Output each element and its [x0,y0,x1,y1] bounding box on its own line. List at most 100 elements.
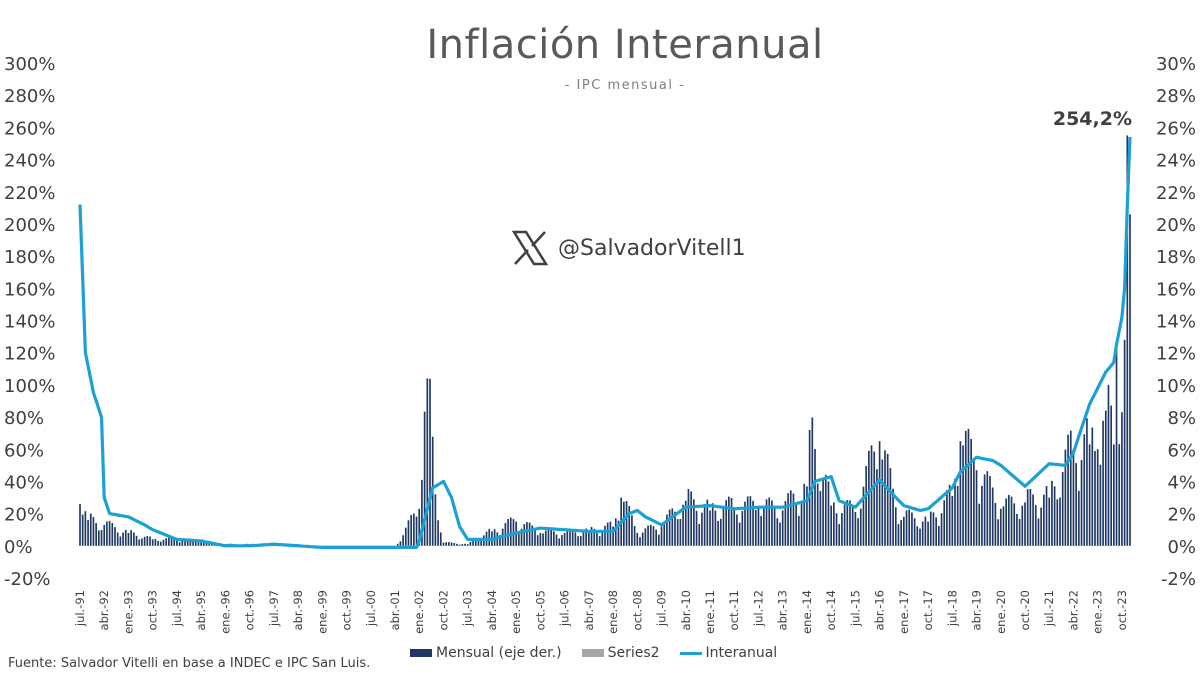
x-tick-label: ene.-17 [897,590,911,634]
x-tick-label: jul.-09 [655,590,669,627]
y-left-tick-label: 20% [4,505,44,526]
mensual-bar [991,487,994,546]
mensual-bar [421,479,423,546]
mensual-bar [1126,135,1129,546]
y-right-tick-label: 24% [1156,151,1196,172]
mensual-bar [579,535,582,546]
mensual-bar [736,514,738,546]
mensual-bar [499,534,501,546]
mensual-bar [1113,444,1115,546]
y-left-tick-label: 280% [4,86,55,107]
mensual-bar [426,378,429,546]
mensual-bar [450,542,453,546]
mensual-bar [1037,518,1040,546]
mensual-bar [1018,518,1021,546]
mensual-bar [1069,430,1072,546]
mensual-bar [127,532,130,546]
mensual-bar [1016,513,1018,546]
mensual-bar [1067,434,1069,546]
x-tick-label: abr.-13 [776,590,790,630]
mensual-bar [865,465,867,546]
mensual-bar [601,530,604,546]
mensual-bar [1024,502,1026,546]
mensual-bar [407,520,410,546]
y-right-tick-label: 4% [1167,472,1196,493]
legend-label-mensual: Mensual (eje der.) [436,645,562,661]
mensual-bar [609,521,612,546]
mensual-bar [752,500,754,546]
mensual-bar [835,513,838,546]
mensual-bar [749,496,752,546]
twitter-handle-watermark: @SalvadorVitell1 [510,228,746,268]
legend-item-series2: Series2 [581,645,660,661]
mensual-bar [962,445,964,546]
mensual-bar [162,539,165,546]
mensual-bar [133,532,135,546]
x-tick-label: abr.-19 [970,590,984,630]
x-tick-label: ene.-08 [606,590,620,634]
mensual-bar [418,508,421,546]
mensual-bar [518,531,520,546]
mensual-bar [571,529,574,546]
mensual-bar [1115,346,1118,546]
mensual-bar [964,430,967,546]
mensual-bar [889,468,892,546]
mensual-bar [92,517,95,546]
mensual-bar [843,504,846,546]
mensual-bar [439,532,442,546]
mensual-bar [84,511,87,546]
mensual-bar [108,520,111,546]
mensual-bar [768,497,771,546]
mensual-bar [900,520,902,546]
x-tick-label: ene.-05 [509,590,523,634]
mensual-bar [1005,498,1007,546]
mensual-bar [542,533,544,546]
x-tick-label: jul.-00 [364,590,378,627]
mensual-bar [924,516,927,546]
mensual-bar [614,518,617,546]
mensual-bar [111,523,114,546]
mensual-bar [547,529,550,546]
y-left-tick-label: 80% [4,408,44,429]
mensual-bar [1096,449,1099,546]
mensual-bar [639,537,641,546]
x-tick-label: abr.-01 [388,590,402,630]
mensual-bar [970,438,972,546]
mensual-bar [693,499,695,546]
x-tick-label: ene.-14 [800,590,814,634]
mensual-bar [905,510,908,546]
mensual-bar [808,429,811,546]
mensual-bar [878,441,881,546]
mensual-bar [647,525,649,546]
twitter-handle-text: @SalvadorVitell1 [558,235,746,261]
mensual-bar [1032,494,1034,546]
mensual-bar [474,540,477,546]
x-tick-label: ene.-93 [121,590,135,634]
mensual-bar [550,529,552,546]
mensual-bar [1064,449,1067,546]
mensual-bar [1091,427,1094,546]
mensual-bar [792,493,795,546]
y-right-tick-label: 16% [1156,279,1196,300]
mensual-bar [477,540,480,546]
y-right-tick-label: 10% [1156,376,1196,397]
mensual-bar [1048,497,1051,546]
mensual-bar [596,532,598,546]
mensual-bar [959,441,962,546]
x-tick-label: abr.-92 [97,590,111,630]
mensual-bar [800,500,803,546]
mensual-bar [833,502,835,546]
mensual-bar [509,517,512,546]
mensual-bar [943,500,946,546]
mensual-bar [189,538,192,546]
mensual-bar [873,451,876,546]
mensual-bar [1075,463,1077,546]
mensual-bar [413,513,415,546]
mensual-bar [628,506,631,546]
y-right-tick-label: -2% [1161,569,1196,590]
mensual-bar [814,448,816,546]
mensual-bar [1104,410,1107,546]
mensual-bar [553,531,555,546]
x-tick-label: oct.-99 [340,590,354,630]
y-left-tick-label: 220% [4,183,55,204]
